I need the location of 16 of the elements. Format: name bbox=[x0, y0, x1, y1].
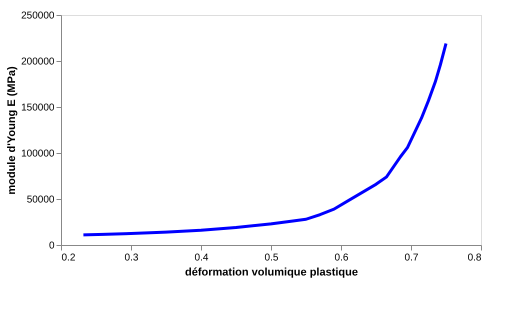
y-tick-label: 100000 bbox=[21, 148, 55, 160]
line-series bbox=[82, 42, 448, 236]
y-axis-title: module d'Young E (MPa) bbox=[6, 66, 18, 195]
x-axis-title: déformation volumique plastique bbox=[185, 266, 358, 278]
x-tick-label: 0.7 bbox=[404, 252, 419, 264]
y-tick-label: 200000 bbox=[21, 56, 55, 68]
y-tick-label: 250000 bbox=[21, 10, 55, 22]
y-tick-label: 0 bbox=[48, 240, 55, 252]
x-tick-label: 0.8 bbox=[468, 252, 482, 264]
x-tick-label: 0.4 bbox=[194, 252, 209, 264]
y-tick-label: 50000 bbox=[26, 194, 55, 206]
x-tick-label: 0.3 bbox=[124, 252, 139, 264]
x-tick-label: 0.2 bbox=[62, 252, 76, 264]
x-tick-label: 0.6 bbox=[334, 252, 349, 264]
x-tick-label: 0.5 bbox=[264, 252, 279, 264]
y-tick-label: 150000 bbox=[21, 102, 55, 114]
